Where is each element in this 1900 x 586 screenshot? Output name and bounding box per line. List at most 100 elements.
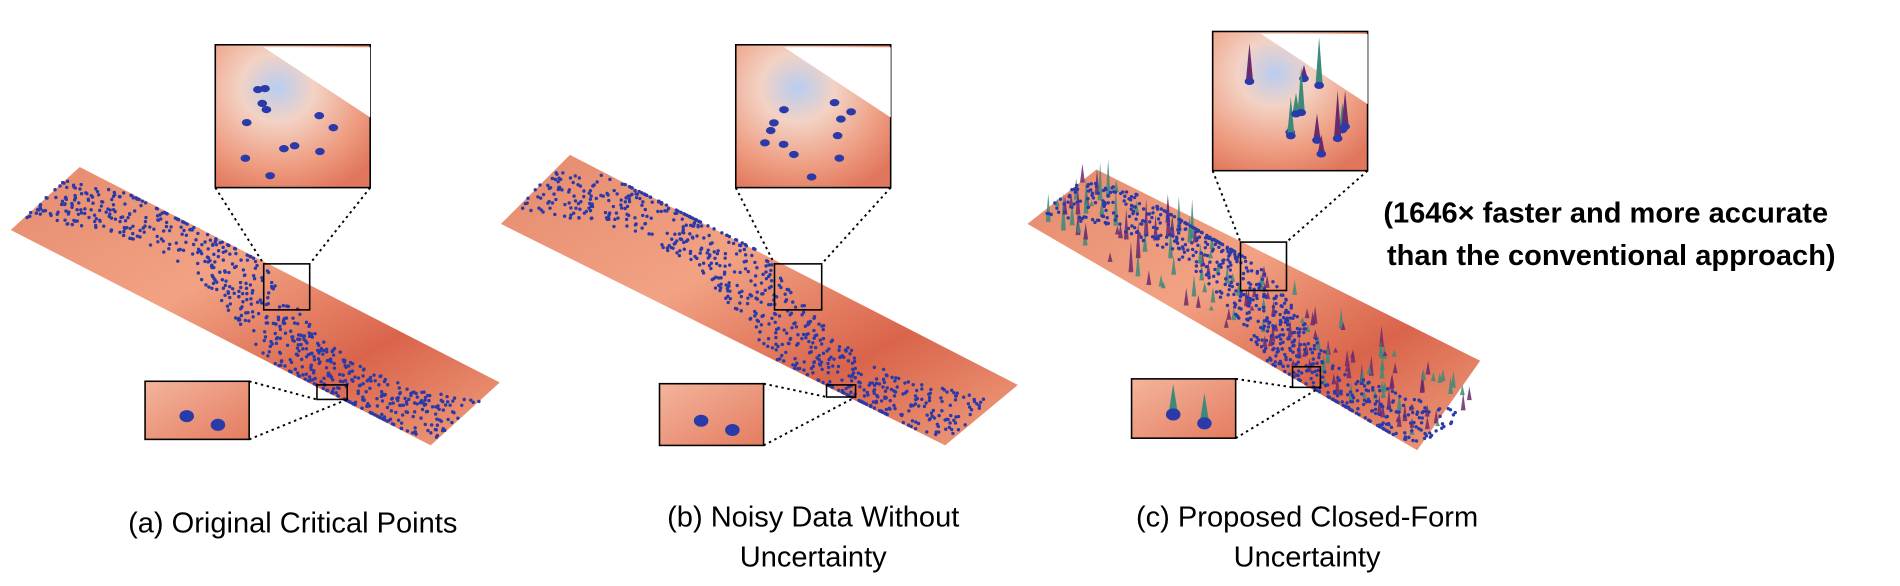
critical-point xyxy=(1377,412,1382,417)
critical-point xyxy=(1164,242,1169,246)
critical-point xyxy=(1402,414,1407,418)
critical-point xyxy=(706,224,710,228)
critical-point xyxy=(883,389,888,393)
critical-point xyxy=(827,357,831,362)
critical-point xyxy=(1151,225,1156,230)
critical-point xyxy=(1312,347,1316,351)
critical-point xyxy=(304,372,308,376)
critical-point xyxy=(947,425,951,430)
critical-point xyxy=(689,257,693,262)
critical-point xyxy=(1417,426,1421,431)
critical-point xyxy=(1295,314,1299,319)
critical-point xyxy=(288,357,292,362)
critical-point xyxy=(1298,342,1303,347)
critical-point xyxy=(624,217,629,222)
critical-point xyxy=(1176,227,1180,232)
critical-point xyxy=(928,417,932,421)
critical-point xyxy=(196,271,201,275)
critical-point xyxy=(1235,259,1239,264)
critical-point xyxy=(1155,205,1160,209)
critical-point xyxy=(97,208,102,213)
critical-point xyxy=(1101,202,1106,207)
spike xyxy=(1208,250,1214,259)
critical-point xyxy=(569,213,573,217)
critical-point xyxy=(66,222,70,226)
critical-point xyxy=(279,359,284,363)
critical-point xyxy=(948,421,952,425)
critical-point xyxy=(1223,282,1227,287)
critical-point xyxy=(1273,360,1277,364)
critical-point xyxy=(928,391,933,396)
critical-point xyxy=(54,195,58,200)
critical-point xyxy=(1415,412,1419,416)
critical-point xyxy=(858,385,862,389)
critical-point xyxy=(677,232,682,236)
critical-point xyxy=(1340,400,1344,404)
critical-point xyxy=(168,242,172,247)
critical-point xyxy=(761,272,765,277)
critical-point xyxy=(675,211,679,215)
critical-point xyxy=(1397,410,1401,414)
critical-point xyxy=(568,176,573,180)
critical-point xyxy=(1446,406,1450,411)
critical-point xyxy=(1274,354,1278,358)
critical-point xyxy=(360,406,364,410)
critical-point xyxy=(338,372,342,377)
critical-point xyxy=(1364,388,1368,392)
critical-point xyxy=(1274,301,1278,306)
critical-point xyxy=(775,358,780,362)
critical-point xyxy=(745,301,750,306)
critical-point xyxy=(1262,286,1267,291)
critical-point xyxy=(278,324,282,329)
critical-point xyxy=(59,202,64,207)
critical-point xyxy=(443,403,448,407)
critical-point xyxy=(1197,235,1202,239)
critical-point xyxy=(629,185,633,190)
critical-point xyxy=(356,391,360,396)
critical-point xyxy=(241,300,245,304)
caption: (a) Original Critical Points xyxy=(128,508,457,540)
critical-point xyxy=(190,252,195,256)
critical-point xyxy=(758,330,762,334)
critical-point xyxy=(836,364,841,369)
critical-point xyxy=(55,212,59,216)
critical-point xyxy=(225,243,230,247)
critical-point xyxy=(338,379,343,383)
critical-point xyxy=(601,194,605,198)
critical-point xyxy=(977,404,982,408)
critical-point xyxy=(744,259,748,263)
spike xyxy=(1389,375,1394,390)
critical-point xyxy=(1105,216,1109,220)
critical-point xyxy=(778,140,789,148)
critical-point xyxy=(1284,297,1288,301)
critical-point xyxy=(874,400,879,405)
critical-point xyxy=(1184,227,1188,231)
critical-point xyxy=(907,409,911,413)
critical-point xyxy=(266,354,270,358)
critical-point xyxy=(820,342,824,346)
spike xyxy=(1379,356,1385,371)
critical-point xyxy=(388,402,392,406)
critical-point xyxy=(871,400,876,404)
spike xyxy=(1168,384,1179,415)
critical-point xyxy=(331,391,335,395)
critical-point xyxy=(1422,436,1427,441)
zoom-inset xyxy=(144,380,250,441)
critical-point xyxy=(541,210,545,214)
critical-point xyxy=(411,414,415,419)
critical-point xyxy=(1291,350,1295,354)
critical-point xyxy=(856,371,861,375)
critical-point xyxy=(1086,183,1091,187)
critical-point xyxy=(963,423,967,427)
critical-point xyxy=(884,373,889,377)
critical-point xyxy=(1252,334,1256,338)
critical-point xyxy=(1150,235,1155,239)
critical-point xyxy=(332,366,337,370)
critical-point xyxy=(405,402,409,406)
critical-point xyxy=(94,187,98,191)
critical-point xyxy=(1419,399,1423,404)
critical-point xyxy=(849,374,853,379)
critical-point xyxy=(869,404,873,409)
critical-point xyxy=(675,239,679,243)
critical-point xyxy=(1194,264,1199,268)
